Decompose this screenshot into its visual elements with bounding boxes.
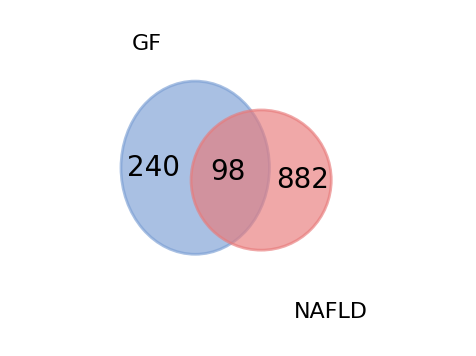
Ellipse shape — [121, 81, 269, 254]
Text: NAFLD: NAFLD — [294, 302, 367, 322]
Ellipse shape — [191, 110, 330, 250]
Text: 98: 98 — [210, 158, 245, 186]
Text: 240: 240 — [127, 154, 180, 182]
Text: 882: 882 — [276, 166, 328, 194]
Text: GF: GF — [131, 34, 161, 54]
